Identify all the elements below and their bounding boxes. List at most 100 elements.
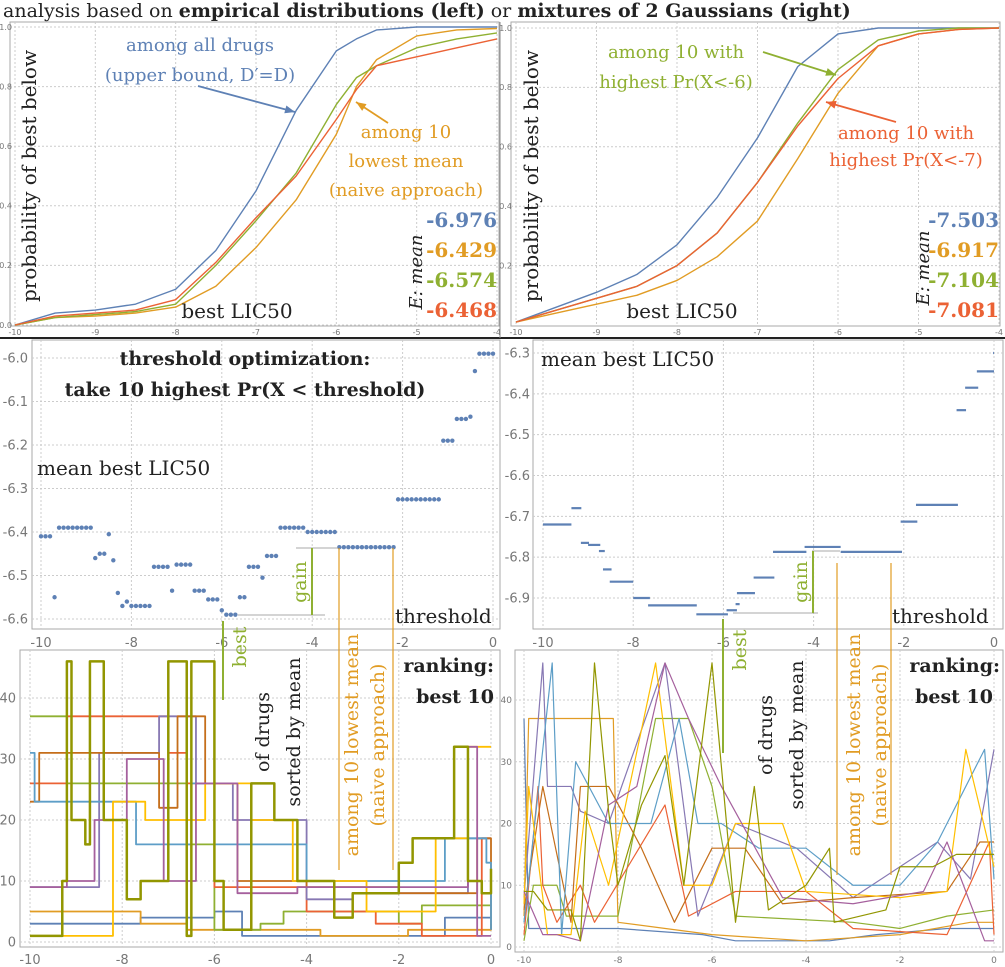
tl-mean-value-red: -6.468: [426, 298, 497, 322]
bl-ytick-label: 40: [0, 692, 16, 707]
tr-frame: [510, 21, 1001, 327]
tr-annotation-green-2: highest Pr(X<-6): [599, 72, 753, 93]
tl-xtick-label: -8: [172, 328, 180, 337]
tr-arrow-green: [762, 51, 837, 76]
ml-point: [400, 497, 405, 502]
ml-point: [323, 529, 328, 535]
tl-series-orange: [14, 27, 498, 326]
ml-point: [219, 608, 224, 613]
tr-arrow-red-head: [826, 100, 837, 109]
mr-ytick-label: -6.3: [505, 347, 530, 362]
tl-annotation-orange-2: lowest mean: [349, 151, 464, 172]
tl-arrow-orange-head: [356, 102, 367, 111]
tr-annotation-red-2: highest Pr(X<-7): [829, 150, 983, 171]
bl-frame: [19, 649, 501, 948]
br-best-label: best: [729, 629, 751, 670]
ml-point: [138, 603, 143, 609]
ml-point: [79, 525, 84, 530]
ml-point: [156, 564, 161, 569]
tr-mean-label: E: mean: [913, 231, 934, 307]
ml-point: [382, 545, 387, 550]
ml-point: [423, 497, 428, 502]
bl-naive-label-1: among 10 lowest mean: [341, 634, 363, 857]
br-ylabel-2: sorted by mean: [786, 660, 808, 809]
tl-ytick-label: 0.6: [0, 142, 12, 151]
tl-xtick-label: -10: [8, 328, 21, 337]
tl-annotation-blue-2: (upper bound, D′=D): [105, 65, 295, 86]
mr-xtick-label: -8: [627, 636, 640, 651]
mr-ytick-label: -6.8: [505, 551, 530, 566]
br-ytick-label: 30: [501, 758, 513, 768]
ml-point: [233, 612, 238, 617]
tr-mean-value-red: -7.081: [928, 298, 999, 322]
tl-annotation-orange-1: among 10: [361, 122, 451, 143]
tl-ytick-label: 0.0: [0, 321, 12, 330]
ml-point: [282, 525, 288, 530]
ml-gain-label: gain: [289, 561, 311, 603]
ml-point: [296, 525, 301, 530]
br-xtick-label: -2: [896, 956, 905, 966]
ml-point: [472, 368, 478, 374]
bl-ytick-label: 30: [0, 753, 16, 768]
ml-point: [97, 551, 102, 556]
ml-point: [386, 545, 392, 550]
ml-point: [328, 529, 333, 535]
mr-xlabel: threshold: [892, 604, 989, 628]
br-ytick-label: 0: [506, 943, 512, 953]
ml-point: [409, 497, 414, 502]
ml-point: [346, 545, 351, 550]
tr-ylabel: probability of best below: [519, 50, 543, 302]
br-xtick-label: -4: [802, 956, 811, 966]
tl-mean-value-green: -6.574: [426, 268, 497, 292]
mr-frame: [532, 339, 1004, 630]
ml-point: [404, 497, 410, 502]
ml-point: [481, 351, 487, 356]
ml-point: [160, 564, 166, 569]
ml-ylabel: mean best LIC50: [37, 456, 210, 480]
tl-series-blue: [14, 26, 497, 326]
ml-point: [264, 553, 270, 559]
tl-xtick-label: -5: [413, 328, 421, 337]
ml-point: [459, 416, 464, 422]
ml-point: [314, 529, 319, 535]
ml-point: [291, 525, 297, 530]
ml-point: [486, 351, 491, 356]
ml-point: [332, 529, 337, 535]
br-series-lightblue: [523, 662, 995, 936]
title-part-4: mixtures of 2 Gaussians (right): [517, 0, 850, 22]
ml-point: [129, 603, 134, 609]
ml-point: [432, 497, 437, 502]
ml-point: [359, 545, 365, 550]
bl-xtick-label: -2: [392, 953, 405, 967]
bl-xtick-label: 0: [487, 953, 495, 967]
mr-ytick-label: -6.6: [505, 469, 530, 484]
mr-ytick-label: -6.7: [505, 510, 530, 525]
ml-point: [319, 529, 324, 535]
tr-annotation-green-1: among 10 with: [608, 42, 744, 63]
tr-arrow-green-head: [825, 68, 836, 76]
ml-point: [418, 497, 423, 502]
ml-point: [65, 525, 71, 530]
ml-point: [468, 414, 473, 419]
bl-ytick-label: 0: [8, 936, 16, 951]
mr-ytick-label: -6.4: [505, 387, 530, 402]
bl-naive-label-2: (naive approach): [367, 664, 389, 827]
tl-annotation-orange-3: (naive approach): [329, 180, 483, 201]
ml-point: [445, 438, 450, 443]
br-xtick-label: -8: [614, 956, 623, 966]
tl-xtick-label: -6: [332, 328, 340, 337]
ml-title-1: threshold optimization:: [120, 348, 371, 370]
ml-point: [61, 525, 66, 530]
bl-series-red: [30, 715, 491, 937]
tl-annotation-blue-1: among all drugs: [126, 35, 274, 56]
ml-point: [454, 416, 460, 422]
tl-ytick-label: 0.4: [0, 202, 12, 211]
bl-best-label: best: [229, 626, 251, 667]
ml-ytick-label: -6.0: [3, 352, 28, 367]
bl-ylabel-2: sorted by mean: [283, 657, 305, 806]
title-part-2: empirical distributions (left): [179, 0, 485, 22]
tr-xtick-label: -7: [754, 328, 762, 337]
br-ytick-label: 40: [501, 696, 513, 706]
tl-mean-label: E: mean: [406, 235, 427, 311]
